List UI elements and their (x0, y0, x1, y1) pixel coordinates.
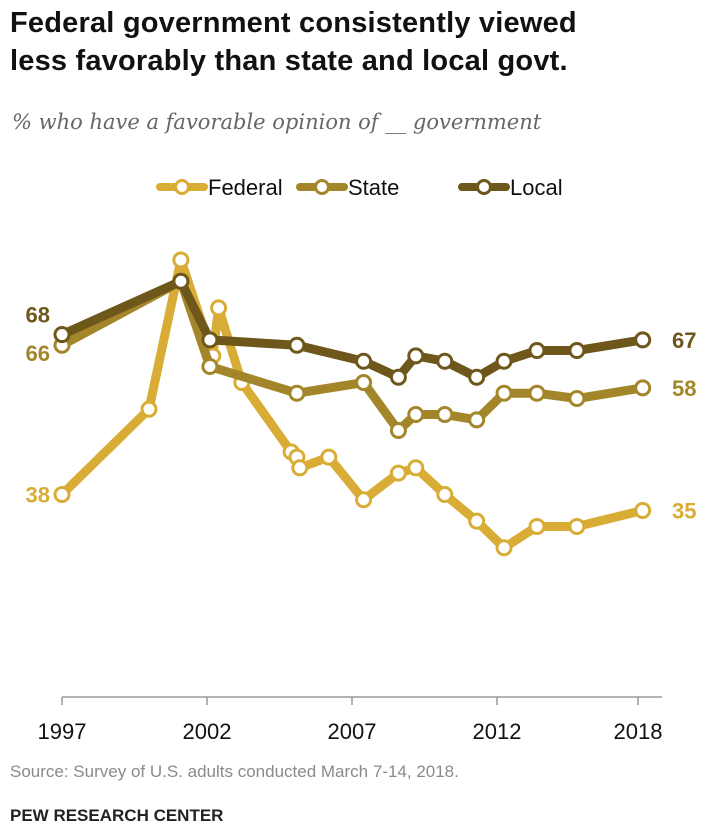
data-point-state (389, 422, 407, 439)
x-tick-label: 2007 (328, 719, 377, 744)
chart-title: Federal government consistently viewed l… (10, 4, 720, 80)
start-value-label-federal: 38 (26, 482, 50, 507)
series-state (53, 272, 652, 439)
data-point-federal (291, 459, 309, 477)
start-value-label-state: 66 (26, 341, 50, 366)
legend-swatch-marker (174, 179, 190, 195)
legend-item-federal: Federal (156, 175, 283, 200)
data-point-federal (53, 485, 71, 503)
data-point-federal (495, 539, 513, 557)
data-point-local (495, 352, 513, 370)
data-point-federal (140, 400, 158, 418)
data-point-state (355, 374, 373, 392)
data-point-federal (568, 517, 586, 535)
legend: Federal State Local (156, 175, 563, 200)
x-tick-label: 1997 (38, 719, 87, 744)
series-local (53, 272, 652, 386)
start-value-label-local: 68 (26, 303, 50, 328)
data-point-federal (320, 448, 338, 466)
data-point-federal (468, 512, 486, 530)
data-labels: 38 35 66 58 68 67 (26, 303, 697, 524)
brand-logo-text: PEW RESEARCH CENTER (10, 806, 224, 825)
series-layer (53, 251, 652, 557)
source-note: Source: Survey of U.S. adults conducted … (10, 762, 459, 781)
data-point-local (634, 331, 652, 349)
data-point-state (436, 406, 454, 424)
series-line-local (57, 276, 648, 382)
data-point-state (468, 411, 486, 429)
data-point-local (436, 352, 454, 370)
legend-label: State (348, 175, 399, 200)
chart-title-line-1: Federal government consistently viewed (10, 7, 577, 39)
legend-swatch-marker (314, 179, 330, 195)
legend-label: Federal (208, 175, 283, 200)
data-point-local (468, 368, 486, 386)
data-point-state (407, 406, 425, 424)
data-point-state (528, 384, 546, 402)
chart-title-line-2: less favorably than state and local govt… (10, 45, 568, 77)
x-axis: 1997 2002 2007 2012 2018 (38, 696, 663, 744)
data-point-state (568, 390, 586, 408)
data-point-state (288, 384, 306, 402)
data-point-federal (172, 251, 190, 269)
x-tick-label: 2002 (183, 719, 232, 744)
data-point-local (528, 342, 546, 360)
end-value-label-state: 58 (672, 376, 696, 401)
data-point-federal (634, 501, 652, 519)
legend-label: Local (510, 175, 563, 200)
data-point-state (634, 379, 652, 397)
data-point-local (201, 331, 219, 349)
series-federal (53, 251, 652, 557)
legend-item-state: State (296, 175, 399, 200)
x-tick-label: 2018 (614, 719, 663, 744)
legend-swatch-marker (476, 179, 492, 195)
data-point-federal (407, 459, 425, 477)
data-point-state (201, 358, 219, 376)
chart-subtitle: % who have a favorable opinion of __ gov… (12, 110, 542, 134)
data-point-federal (355, 491, 373, 509)
data-point-federal (436, 485, 454, 503)
end-value-label-local: 67 (672, 328, 696, 353)
end-value-label-federal: 35 (672, 498, 696, 523)
x-tick-label: 2012 (473, 719, 522, 744)
data-point-federal (528, 517, 546, 535)
data-point-local (568, 342, 586, 360)
data-point-local (53, 326, 71, 344)
data-point-federal (389, 464, 407, 482)
data-point-local (172, 272, 190, 290)
data-point-local (407, 347, 425, 365)
data-point-local (389, 368, 407, 386)
legend-item-local: Local (458, 175, 563, 200)
data-point-state (495, 384, 513, 402)
data-point-local (355, 352, 373, 370)
data-point-federal (210, 299, 228, 317)
data-point-local (288, 336, 306, 354)
